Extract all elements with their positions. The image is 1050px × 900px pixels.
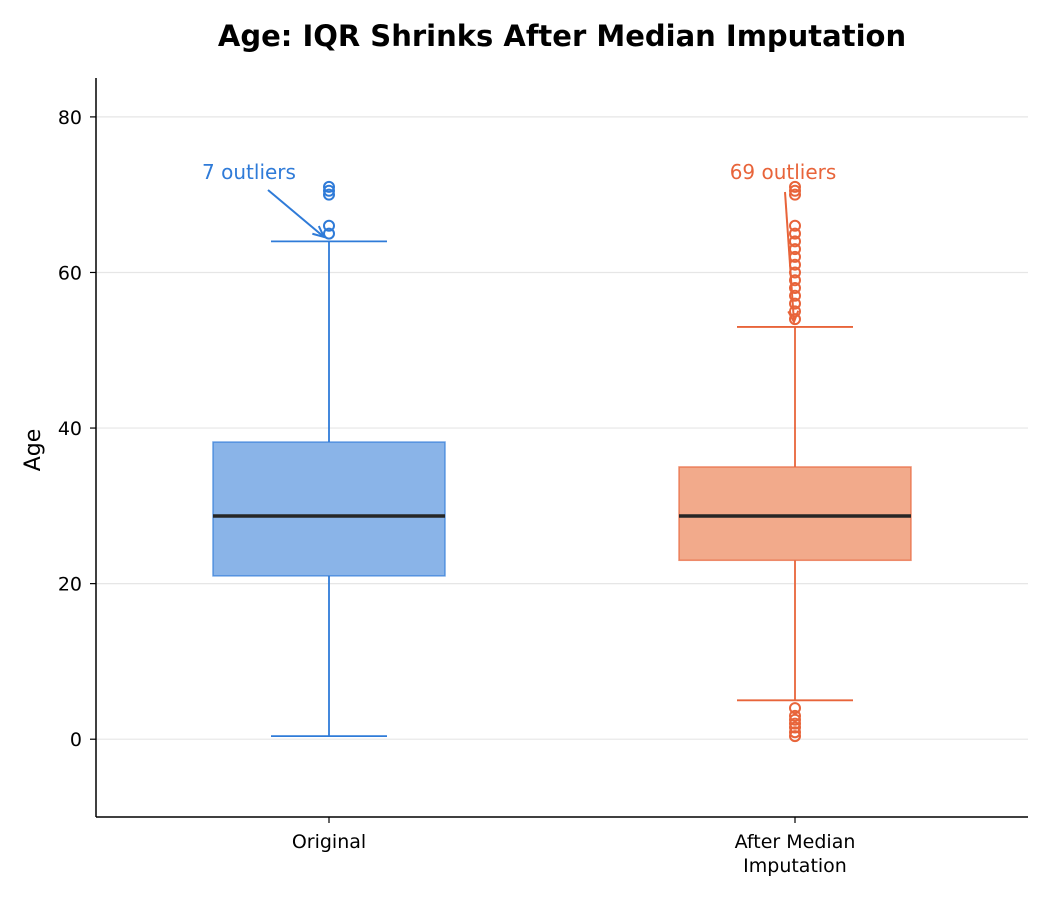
- y-tick-label: 60: [58, 262, 82, 284]
- outlier-point: [789, 282, 801, 295]
- outlier-point: [789, 305, 801, 318]
- box-series: 7 outliers 69 outliers: [202, 160, 912, 743]
- outlier-point: [789, 188, 801, 201]
- iqr-box: [212, 441, 446, 577]
- outlier-point: [789, 219, 801, 232]
- outlier-point: [789, 289, 801, 302]
- chart-title: Age: IQR Shrinks After Median Imputation: [218, 19, 906, 53]
- outlier-annotation: 69 outliers: [730, 160, 837, 184]
- outlier-point: [789, 243, 801, 256]
- outlier-point: [789, 184, 801, 197]
- axes: 0 20 40 60 80 Original After Median Imputation: [58, 78, 1028, 877]
- outlier-point: [789, 702, 801, 715]
- iqr-box: [678, 466, 912, 562]
- outlier-point: [789, 235, 801, 248]
- y-tick-label: 0: [70, 729, 82, 751]
- y-tick-label: 80: [58, 107, 82, 129]
- outlier-point: [789, 721, 801, 734]
- outlier-point: [789, 180, 801, 193]
- outlier-point: [789, 274, 801, 287]
- outlier-point: [789, 717, 801, 730]
- outlier-point: [789, 297, 801, 310]
- outlier-point: [789, 713, 801, 726]
- outlier-point: [789, 313, 801, 326]
- outlier-annotation: 7 outliers: [202, 160, 296, 184]
- y-tick-label: 20: [58, 574, 82, 596]
- outlier-point: [789, 730, 801, 743]
- x-tick-label: After Median Imputation: [735, 831, 856, 877]
- y-axis-label: Age: [21, 429, 46, 472]
- outlier-point: [323, 227, 335, 240]
- outlier-point: [323, 184, 335, 197]
- annotation-arrow: [267, 189, 325, 238]
- outlier-point: [323, 180, 335, 193]
- outlier-point: [789, 227, 801, 240]
- box-group: 7 outliers: [202, 160, 446, 737]
- annotation-arrowhead: [787, 310, 800, 325]
- box-group: 69 outliers: [678, 160, 912, 743]
- outlier-point: [323, 188, 335, 201]
- annotation-arrowhead: [312, 225, 326, 239]
- annotation-arrow: [784, 191, 795, 323]
- grid-lines: [96, 116, 1028, 740]
- x-tick-label: Original: [292, 831, 366, 853]
- outlier-point: [789, 709, 801, 722]
- outlier-point: [323, 219, 335, 232]
- outlier-point: [789, 726, 801, 739]
- y-tick-label: 40: [58, 418, 82, 440]
